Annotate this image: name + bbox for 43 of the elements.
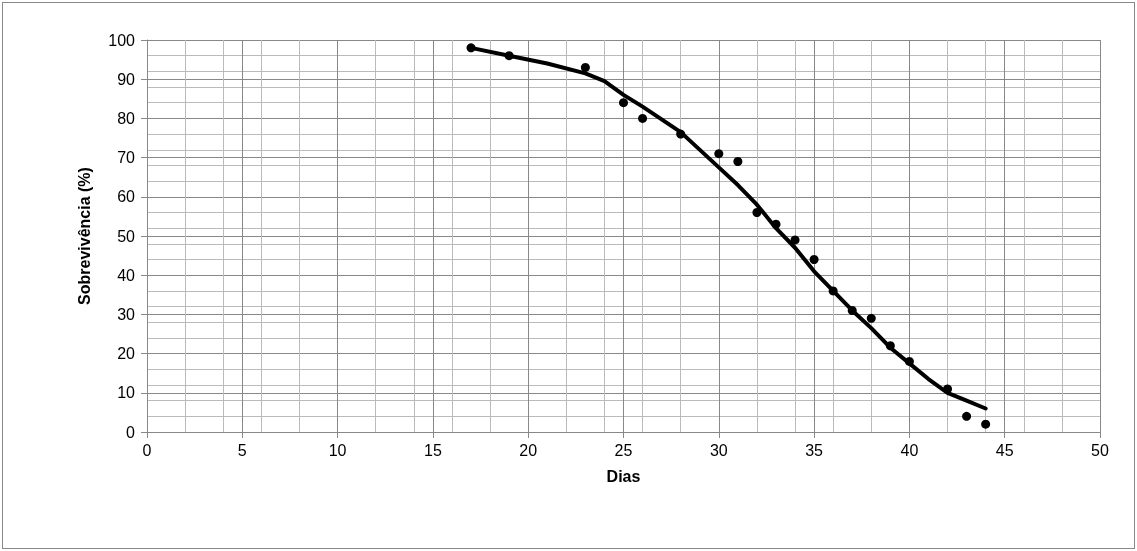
x-tick-label: 10 (328, 441, 347, 459)
point (809, 255, 819, 265)
x-tick-label: 35 (805, 441, 824, 459)
point (619, 98, 628, 108)
y-tick-label: 0 (126, 423, 136, 441)
point (466, 43, 476, 53)
point (904, 356, 914, 366)
x-tick-label: 25 (614, 441, 633, 459)
point (981, 419, 991, 429)
point (828, 286, 838, 296)
point (752, 207, 762, 217)
point (638, 113, 648, 123)
x-tick-label: 0 (142, 441, 152, 459)
y-tick-label: 50 (117, 227, 136, 245)
point (676, 129, 686, 139)
point (771, 219, 781, 229)
x-tick-label: 50 (1091, 441, 1109, 459)
x-tick-label: 15 (424, 441, 442, 459)
point (885, 341, 895, 351)
y-tick-label: 90 (117, 70, 136, 88)
point (866, 313, 876, 323)
x-tick-label: 5 (237, 441, 247, 459)
point (580, 62, 590, 72)
y-tick-label: 20 (117, 345, 136, 363)
y-tick-label: 60 (117, 188, 136, 206)
y-tick-label: 80 (117, 109, 136, 127)
y-tick-label: 40 (117, 266, 136, 284)
x-axis-title: Dias (606, 467, 641, 485)
x-tick-label: 30 (709, 441, 728, 459)
point (790, 235, 800, 245)
y-axis-title: Sobrevivência (%) (75, 167, 93, 305)
y-tick-label: 100 (108, 31, 136, 49)
y-tick-label: 70 (117, 149, 136, 167)
point (504, 51, 514, 61)
x-tick-label: 40 (900, 441, 919, 459)
point (847, 305, 857, 315)
point (962, 411, 972, 421)
y-tick-label: 10 (117, 384, 136, 402)
point (733, 157, 743, 167)
y-tick-label: 30 (117, 305, 136, 323)
x-tick-label: 45 (995, 441, 1014, 459)
x-tick-label: 20 (519, 441, 538, 459)
point (714, 149, 724, 159)
